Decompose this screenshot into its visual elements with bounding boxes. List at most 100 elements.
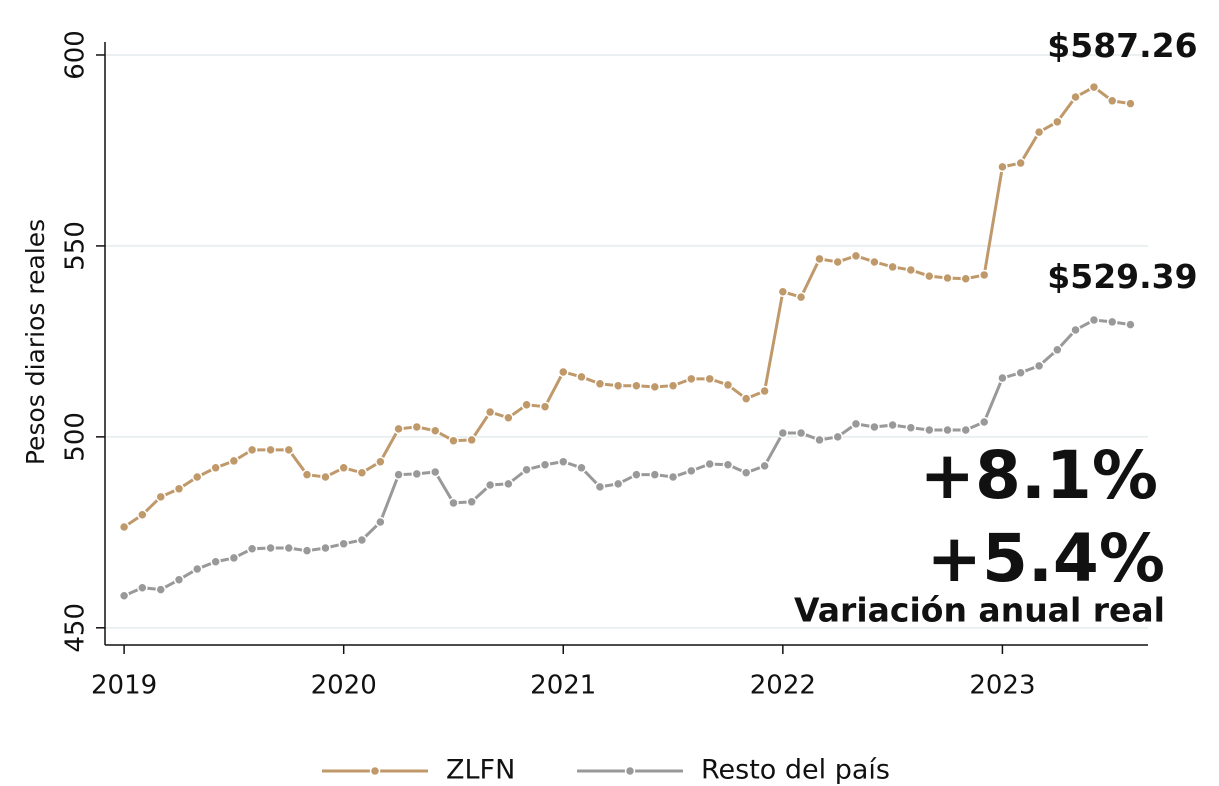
point — [1125, 98, 1136, 109]
point — [155, 584, 167, 595]
legend-marker — [624, 765, 636, 777]
point — [210, 462, 221, 474]
point — [905, 422, 917, 433]
point — [228, 455, 240, 467]
point — [173, 483, 185, 495]
x-tick-label: 2020 — [311, 671, 377, 701]
point — [997, 372, 1008, 384]
point — [960, 424, 971, 436]
point — [869, 421, 880, 433]
point — [429, 466, 441, 478]
point — [411, 468, 423, 480]
point — [155, 491, 167, 503]
point — [411, 421, 423, 433]
point — [539, 401, 551, 412]
point — [1088, 81, 1100, 93]
point — [356, 467, 368, 479]
y-tick-label: 450 — [61, 603, 91, 653]
point — [777, 427, 789, 439]
point — [740, 393, 752, 404]
point — [942, 424, 953, 436]
point — [686, 465, 697, 477]
point — [722, 379, 734, 391]
point — [1015, 157, 1026, 169]
point — [759, 385, 770, 397]
point — [558, 456, 569, 467]
point — [594, 481, 606, 493]
point — [997, 161, 1008, 173]
point — [594, 378, 606, 390]
point — [704, 458, 715, 470]
point — [338, 462, 349, 474]
point — [210, 556, 221, 567]
point — [265, 444, 276, 456]
point — [612, 380, 624, 391]
point — [722, 459, 734, 470]
point — [759, 460, 770, 472]
point — [869, 256, 880, 268]
point — [1125, 319, 1136, 330]
y-tick-label: 600 — [61, 30, 91, 80]
point — [301, 545, 313, 556]
point — [191, 471, 203, 483]
point — [924, 424, 935, 436]
point — [173, 574, 185, 585]
point — [1052, 344, 1063, 356]
point — [576, 462, 587, 474]
point — [667, 380, 679, 391]
legend-marker — [369, 765, 381, 777]
point — [393, 423, 404, 435]
y-tick-label: 500 — [61, 412, 91, 462]
point — [649, 381, 661, 393]
point — [1070, 324, 1081, 336]
point — [1033, 360, 1045, 372]
point — [558, 366, 569, 378]
y-tick-label: 550 — [61, 221, 91, 271]
point — [283, 444, 295, 456]
point — [246, 444, 258, 456]
point — [1106, 95, 1118, 107]
point — [137, 582, 148, 593]
end-label: $529.39 — [1047, 257, 1197, 296]
point — [375, 456, 386, 467]
point — [191, 563, 203, 575]
point — [503, 478, 514, 490]
point — [576, 371, 587, 383]
point — [1070, 91, 1081, 103]
y-axis-title: Pesos diarios reales — [21, 219, 50, 465]
point — [1052, 116, 1063, 128]
point — [924, 270, 935, 282]
legend-label: ZLFN — [446, 755, 515, 786]
point — [521, 464, 532, 475]
point — [832, 431, 843, 443]
point — [649, 469, 661, 480]
x-tick-label: 2021 — [530, 671, 596, 701]
point — [832, 256, 843, 268]
point — [1106, 316, 1118, 328]
x-tick-label: 2022 — [750, 671, 816, 701]
annotation: Variación anual real — [794, 591, 1165, 630]
point — [631, 469, 642, 480]
point — [814, 434, 825, 446]
point — [448, 497, 459, 509]
point — [137, 509, 148, 521]
point — [978, 416, 990, 428]
point — [1088, 314, 1100, 326]
point — [503, 412, 514, 424]
point — [1015, 367, 1026, 378]
point — [850, 418, 862, 430]
point — [466, 496, 477, 508]
annotation: +5.4% — [927, 520, 1165, 597]
point — [978, 269, 990, 281]
point — [777, 286, 789, 298]
point — [887, 261, 898, 273]
point — [283, 542, 295, 554]
point — [960, 273, 971, 285]
point — [393, 469, 404, 480]
point — [850, 250, 862, 262]
x-tick-label: 2019 — [91, 671, 157, 701]
point — [356, 534, 368, 546]
x-tick-label: 2023 — [969, 671, 1035, 701]
point — [1033, 126, 1045, 138]
